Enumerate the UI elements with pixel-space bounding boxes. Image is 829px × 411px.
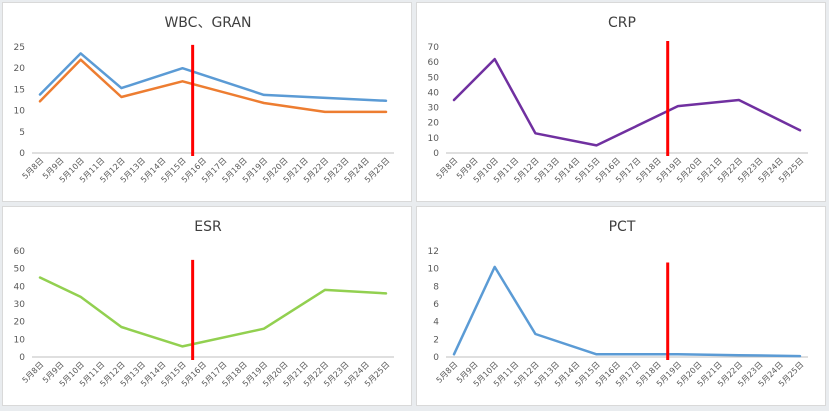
y-tick-label: 25 bbox=[14, 43, 25, 53]
y-tick-label: 12 bbox=[428, 247, 439, 257]
y-tick-label: 40 bbox=[14, 282, 26, 292]
y-tick-label: 70 bbox=[428, 43, 440, 53]
chart-panel-esr: ESR 0 10 20 30 40 50 60 5月8日 5月9日 5月10日 5月11日 5月12日 5… bbox=[2, 206, 412, 406]
x-tick-label: 5月8日 bbox=[21, 360, 46, 385]
y-tick-label: 10 bbox=[14, 335, 26, 345]
y-tick-label: 0 bbox=[433, 353, 439, 363]
chart-panel-crp: CRP 0 10 20 30 40 50 60 70 5月8日 5月9日 5月10日 5月11日 5月12… bbox=[416, 2, 826, 202]
chart-svg: WBC、GRAN05101520255月8日5月9日5月10日5月11日5月12… bbox=[14, 15, 394, 185]
chart-title: CRP bbox=[608, 15, 636, 31]
y-tick-label: 10 bbox=[14, 107, 26, 117]
y-tick-label: 60 bbox=[428, 58, 440, 68]
y-tick-label: 20 bbox=[14, 64, 26, 74]
y-tick-label: 20 bbox=[14, 318, 26, 328]
series-line-esr bbox=[38, 276, 388, 348]
series-line-gran bbox=[38, 58, 388, 114]
chart-svg: ESR01020304050605月8日5月9日5月10日5月11日5月12日5… bbox=[14, 219, 394, 389]
y-tick-label: 0 bbox=[19, 149, 25, 159]
y-tick-label: 50 bbox=[14, 265, 26, 275]
chart-title: WBC、GRAN bbox=[164, 15, 251, 31]
y-tick-label: 0 bbox=[433, 149, 439, 159]
y-tick-label: 10 bbox=[428, 134, 440, 144]
series-line-wbc bbox=[38, 52, 388, 103]
chart-svg: CRP0102030405060705月8日5月9日5月10日5月11日5月12… bbox=[428, 15, 808, 185]
y-tick-label: 20 bbox=[428, 119, 440, 129]
chart-panel-pct: PCT 0 2 4 6 8 10 12 5月8日 5月9日 5月10日 5月11日 5月12日 5月13日… bbox=[416, 206, 826, 406]
chart-title: ESR bbox=[194, 219, 222, 235]
y-tick-label: 60 bbox=[14, 247, 26, 257]
chart-svg: PCT0246810125月8日5月9日5月10日5月11日5月12日5月13日… bbox=[428, 219, 808, 389]
series-line-crp bbox=[452, 57, 802, 147]
chart-title: PCT bbox=[609, 219, 636, 235]
y-tick-label: 0 bbox=[19, 353, 25, 363]
x-tick-label: 5月8日 bbox=[435, 360, 460, 385]
x-tick-label: 5月8日 bbox=[435, 156, 460, 181]
y-tick-label: 8 bbox=[433, 282, 439, 292]
y-tick-label: 50 bbox=[428, 73, 440, 83]
y-tick-label: 30 bbox=[14, 300, 26, 310]
y-tick-label: 6 bbox=[433, 300, 439, 310]
series-line-pct bbox=[452, 265, 802, 358]
y-tick-label: 2 bbox=[433, 335, 439, 345]
y-tick-label: 30 bbox=[428, 104, 440, 114]
x-tick-label: 5月8日 bbox=[21, 156, 46, 181]
y-tick-label: 40 bbox=[428, 88, 440, 98]
y-tick-label: 10 bbox=[428, 265, 440, 275]
y-tick-label: 15 bbox=[14, 85, 25, 95]
y-tick-label: 4 bbox=[433, 318, 439, 328]
y-tick-label: 5 bbox=[19, 128, 25, 138]
chart-panel-wbc-gran: WBC、GRAN 0 5 10 15 20 25 5月8日 5月9日 5月10日 5月11日 5月12… bbox=[2, 2, 412, 202]
